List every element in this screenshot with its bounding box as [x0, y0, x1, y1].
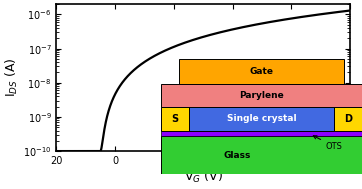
Bar	[334, 107, 362, 132]
Text: OTS: OTS	[313, 136, 343, 151]
Text: Glass: Glass	[224, 151, 251, 160]
Y-axis label: I$_{DS}$ (A): I$_{DS}$ (A)	[4, 58, 20, 98]
Bar	[189, 107, 334, 132]
Bar	[161, 132, 362, 136]
Bar	[179, 59, 344, 84]
Text: Single crystal: Single crystal	[227, 115, 296, 123]
Text: Gate: Gate	[249, 67, 274, 76]
Text: S: S	[172, 114, 179, 124]
Text: D: D	[344, 114, 352, 124]
Text: Parylene: Parylene	[239, 91, 284, 100]
Bar	[161, 136, 362, 174]
Bar	[161, 107, 189, 132]
Bar	[161, 84, 362, 107]
X-axis label: V$_G$ (V): V$_G$ (V)	[184, 169, 223, 185]
